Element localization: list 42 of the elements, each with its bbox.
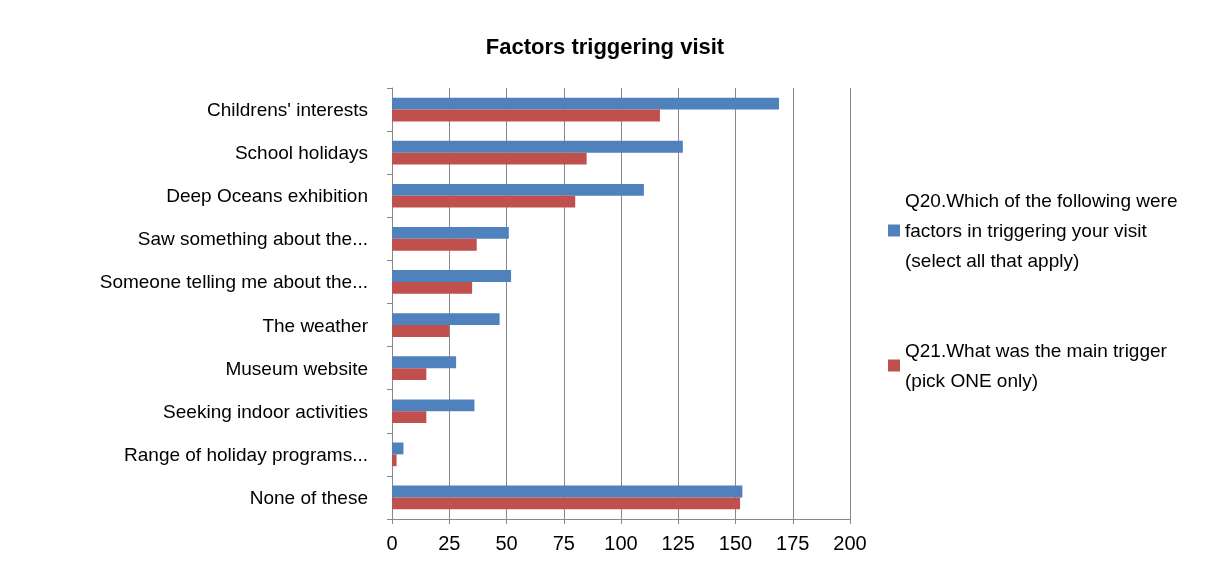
bar <box>392 152 587 165</box>
x-tick-label: 100 <box>604 532 638 554</box>
bar <box>392 281 473 294</box>
x-tick-label: 0 <box>386 532 398 554</box>
x-tick-label: 175 <box>776 532 810 554</box>
bar <box>392 238 477 251</box>
bar <box>392 183 644 196</box>
x-tick-label: 50 <box>495 532 518 554</box>
y-tick-label: None of these <box>249 486 368 508</box>
y-tick-label: Seeking indoor activities <box>163 400 368 422</box>
bar <box>392 454 397 467</box>
x-tick-label: 125 <box>661 532 695 554</box>
bar <box>392 109 660 122</box>
bar <box>392 140 683 153</box>
x-tick-label: 75 <box>552 532 575 554</box>
bar <box>392 195 576 208</box>
y-tick-label: School holidays <box>234 142 368 164</box>
y-tick-label: Deep Oceans exhibition <box>166 185 368 207</box>
legend-label: Q21.What was the main trigger (pick ONE only) <box>905 340 1173 391</box>
bar <box>392 368 427 380</box>
bar <box>392 97 780 110</box>
y-tick-label: Saw something about the... <box>137 228 368 250</box>
bar <box>392 325 450 337</box>
chart-title: Factors triggering visit <box>485 33 725 59</box>
y-tick-label: Childrens' interests <box>207 99 368 121</box>
y-tick-label: Museum website <box>225 357 368 379</box>
bar <box>392 411 427 424</box>
bar <box>392 442 404 455</box>
y-tick-label: Range of holiday programs... <box>124 443 368 465</box>
legend-label: Q20.Which of the following were factors in triggering your visit (select all that apply) <box>905 190 1183 271</box>
bar <box>392 497 741 510</box>
bar <box>392 313 500 326</box>
bar <box>392 485 743 498</box>
x-tick-label: 200 <box>833 532 867 554</box>
bar <box>392 270 512 282</box>
y-tick-label: The weather <box>262 314 369 336</box>
x-tick-label: 25 <box>438 532 461 554</box>
bar <box>392 399 475 412</box>
bar <box>392 227 509 239</box>
y-tick-label: Someone telling me about the... <box>99 271 368 293</box>
bar <box>392 356 457 369</box>
x-tick-label: 150 <box>718 532 753 554</box>
